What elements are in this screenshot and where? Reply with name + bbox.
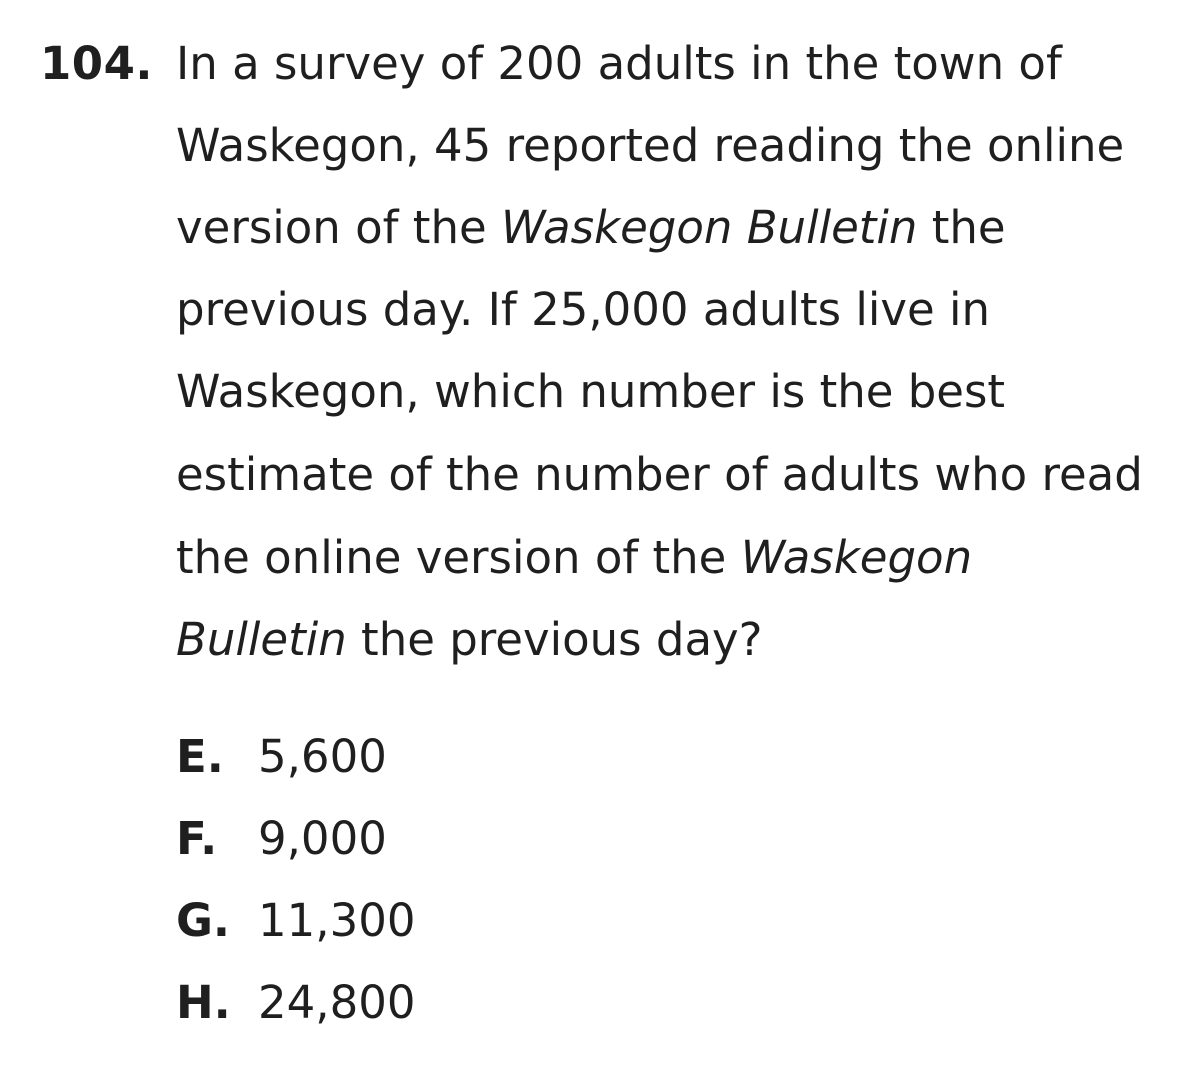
choice-value: 5,600 [258,730,387,783]
choice-letter: H. [176,976,231,1029]
question-text: estimate of the number of adults who rea… [176,448,1143,501]
question-line-1: In a survey of 200 adults in the town of [176,34,1062,94]
question-text: the previous day? [346,613,763,666]
question-text: the online version of the [176,531,741,584]
question-text: previous day. If 25,000 adults live in [176,283,991,336]
question-line-8: Bulletin the previous day? [176,610,763,670]
question-text: Waskegon, 45 reported reading the online [176,119,1125,172]
question-line-3: version of the Waskegon Bulletin the [176,198,1006,258]
choice-letter: G. [176,894,231,947]
publication-title: Bulletin [176,613,347,666]
publication-title: Waskegon Bulletin [500,201,918,254]
choice-value: 11,300 [258,894,416,947]
answer-choice-f[interactable]: F. 9,000 [176,809,387,869]
answer-choice-g[interactable]: G. 11,300 [176,891,415,951]
choice-letter: E. [176,730,224,783]
question-number: 104. [40,37,154,90]
publication-title: Waskegon [740,531,973,584]
answer-choice-h[interactable]: H. 24,800 [176,973,415,1033]
question-line-4: previous day. If 25,000 adults live in [176,280,990,340]
question-line-7: the online version of the Waskegon [176,528,972,588]
question-line-5: Waskegon, which number is the best [176,362,1005,422]
choice-value: 24,800 [258,976,416,1029]
answer-choice-e[interactable]: E. 5,600 [176,727,387,787]
question-line-2: Waskegon, 45 reported reading the online [176,116,1124,176]
question-text: the [917,201,1006,254]
choice-letter: F. [176,812,218,865]
choice-value: 9,000 [258,812,387,865]
question-text: Waskegon, which number is the best [176,365,1006,418]
question-text: In a survey of 200 adults in the town of [176,37,1062,90]
question-line-6: estimate of the number of adults who rea… [176,445,1143,505]
question-text: version of the [176,201,501,254]
